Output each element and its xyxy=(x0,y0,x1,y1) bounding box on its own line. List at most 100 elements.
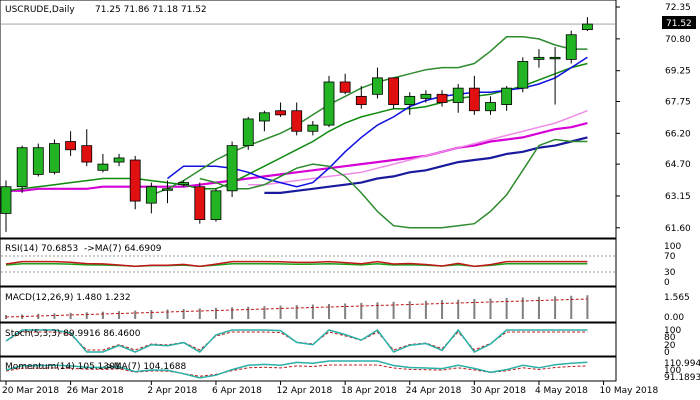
date-axis: 20 Mar 2018 26 Mar 2018 2 Apr 2018 6 Apr 20… xyxy=(2,381,659,396)
macd-tick-high: 1.565 xyxy=(664,293,690,303)
date-tick-label: 30 Apr 2018 xyxy=(470,386,526,396)
candle-body xyxy=(16,147,28,188)
momentum-pane-frame xyxy=(0,356,617,382)
rsi-label: RSI(14) 70.6853 xyxy=(5,244,78,254)
rsi-tick-0: 0 xyxy=(664,278,670,288)
candle-body xyxy=(226,145,238,192)
date-tick-label: 20 Mar 2018 xyxy=(2,386,59,396)
candle-body xyxy=(549,56,561,60)
macd-label: MACD(12,26,9) 1.480 1.232 xyxy=(5,293,131,303)
momentum-tick-high: 110.9945 xyxy=(664,359,700,369)
momentum-label: Momentum(14) 105.1301 xyxy=(5,362,121,372)
candle-body xyxy=(275,110,286,116)
candle-body xyxy=(404,95,416,105)
candle-body xyxy=(565,34,577,60)
candle-body xyxy=(582,23,593,31)
candle-body xyxy=(113,157,125,163)
candle-body xyxy=(81,145,93,163)
date-tick-label: 24 Apr 2018 xyxy=(406,386,462,396)
date-tick-label: 18 Apr 2018 xyxy=(341,386,397,396)
candle-body xyxy=(307,124,319,132)
candle-body xyxy=(32,147,44,175)
candle-body xyxy=(194,186,206,220)
momentum-pane[interactable]: Momentum(14) 105.1301 ->MA(7) 104.1688 1… xyxy=(0,356,700,383)
last-price-label: 71.52 xyxy=(666,19,692,29)
moving-average-line xyxy=(151,36,588,196)
moving-average-line xyxy=(6,122,588,192)
macd-pane[interactable]: MACD(12,26,9) 1.480 1.232 1.565 0.00 xyxy=(0,286,690,323)
candle-body xyxy=(355,95,367,105)
price-tick-label: 70.80 xyxy=(665,35,691,45)
moving-average-line xyxy=(248,110,588,186)
candle-body xyxy=(533,56,545,60)
rsi-tick-70: 70 xyxy=(664,252,676,262)
moving-average-line xyxy=(264,136,588,194)
rsi-pane[interactable]: RSI(14) 70.6853 ->MA(7) 64.6909 100 70 3… xyxy=(0,238,681,288)
date-tick-label: 6 Apr 2018 xyxy=(212,386,262,396)
price-tick-label: 61.60 xyxy=(665,224,691,234)
candle-body xyxy=(436,93,448,103)
price-pane[interactable]: USCRUDE,Daily 71.25 71.86 71.18 71.52 xyxy=(0,0,617,239)
stochastic-pane[interactable]: Stoch(5,3,3) 89.9916 86.4600 100 80 20 0 xyxy=(0,322,681,358)
candle-body xyxy=(65,141,76,151)
momentum-tick-low: 91.1893 xyxy=(664,373,700,383)
symbol-label: USCRUDE,Daily xyxy=(5,5,75,15)
ohlc-label: 71.25 71.86 71.18 71.52 xyxy=(95,5,207,15)
macd-signal-line xyxy=(5,298,588,318)
stochastic-tick-100: 100 xyxy=(664,326,681,336)
candle-body xyxy=(129,159,141,202)
price-tick-label: 66.20 xyxy=(665,129,691,139)
momentum-tick-100: 100 xyxy=(664,366,681,376)
date-tick-label: 26 Mar 2018 xyxy=(67,386,124,396)
candle-body xyxy=(49,143,60,173)
candle-body xyxy=(178,182,190,186)
moving-average-lines xyxy=(1,23,615,229)
macd-pane-frame xyxy=(0,286,617,323)
candle-body xyxy=(210,190,222,220)
candle-body xyxy=(339,81,351,93)
moving-average-line xyxy=(199,138,588,229)
price-tick-label: 69.25 xyxy=(665,67,691,77)
candle-body xyxy=(145,186,157,204)
candle-body xyxy=(420,93,432,99)
candle-body xyxy=(372,77,383,95)
stochastic-tick-80: 80 xyxy=(664,333,676,343)
macd-tick-zero: 0.00 xyxy=(664,313,684,323)
candle-body xyxy=(242,118,254,147)
stochastic-tick-20: 20 xyxy=(664,341,676,351)
candle-body xyxy=(323,81,335,126)
candle-body xyxy=(0,186,12,214)
rsi-tick-30: 30 xyxy=(664,268,676,278)
candle-body xyxy=(162,188,173,191)
moving-average-line xyxy=(5,62,588,192)
candle-body xyxy=(97,163,109,171)
rsi-pane-frame xyxy=(0,238,617,287)
momentum-ma-label: ->MA(7) 104.1688 xyxy=(103,362,187,372)
date-tick-label: 4 May 2018 xyxy=(535,386,588,396)
candlesticks xyxy=(0,17,593,232)
stochastic-pane-frame xyxy=(0,322,617,357)
candle-body xyxy=(258,112,270,122)
price-tick-label: 67.75 xyxy=(665,97,691,107)
stochastic-tick-0: 0 xyxy=(664,348,670,358)
candle-body xyxy=(501,87,513,105)
stochastic-main-line xyxy=(5,328,588,353)
last-price-box xyxy=(662,16,696,29)
rsi-tick-100: 100 xyxy=(664,242,681,252)
momentum-line xyxy=(5,360,588,379)
candle-body xyxy=(452,87,464,103)
date-tick-label: 2 Apr 2018 xyxy=(147,386,197,396)
rsi-ma-label: ->MA(7) 64.6909 xyxy=(84,244,162,254)
price-tick-label: 63.15 xyxy=(665,192,691,202)
candle-body xyxy=(485,102,496,112)
last-price-marker: 71.52 xyxy=(662,16,696,29)
candle-body xyxy=(291,110,303,132)
date-tick-label: 12 Apr 2018 xyxy=(277,386,333,396)
date-tick-label: 10 May 2018 xyxy=(600,386,659,396)
stochastic-label: Stoch(5,3,3) 89.9916 86.4600 xyxy=(5,329,141,339)
price-pane-frame xyxy=(0,0,617,239)
candle-body xyxy=(468,87,480,112)
candle-body xyxy=(517,61,529,89)
